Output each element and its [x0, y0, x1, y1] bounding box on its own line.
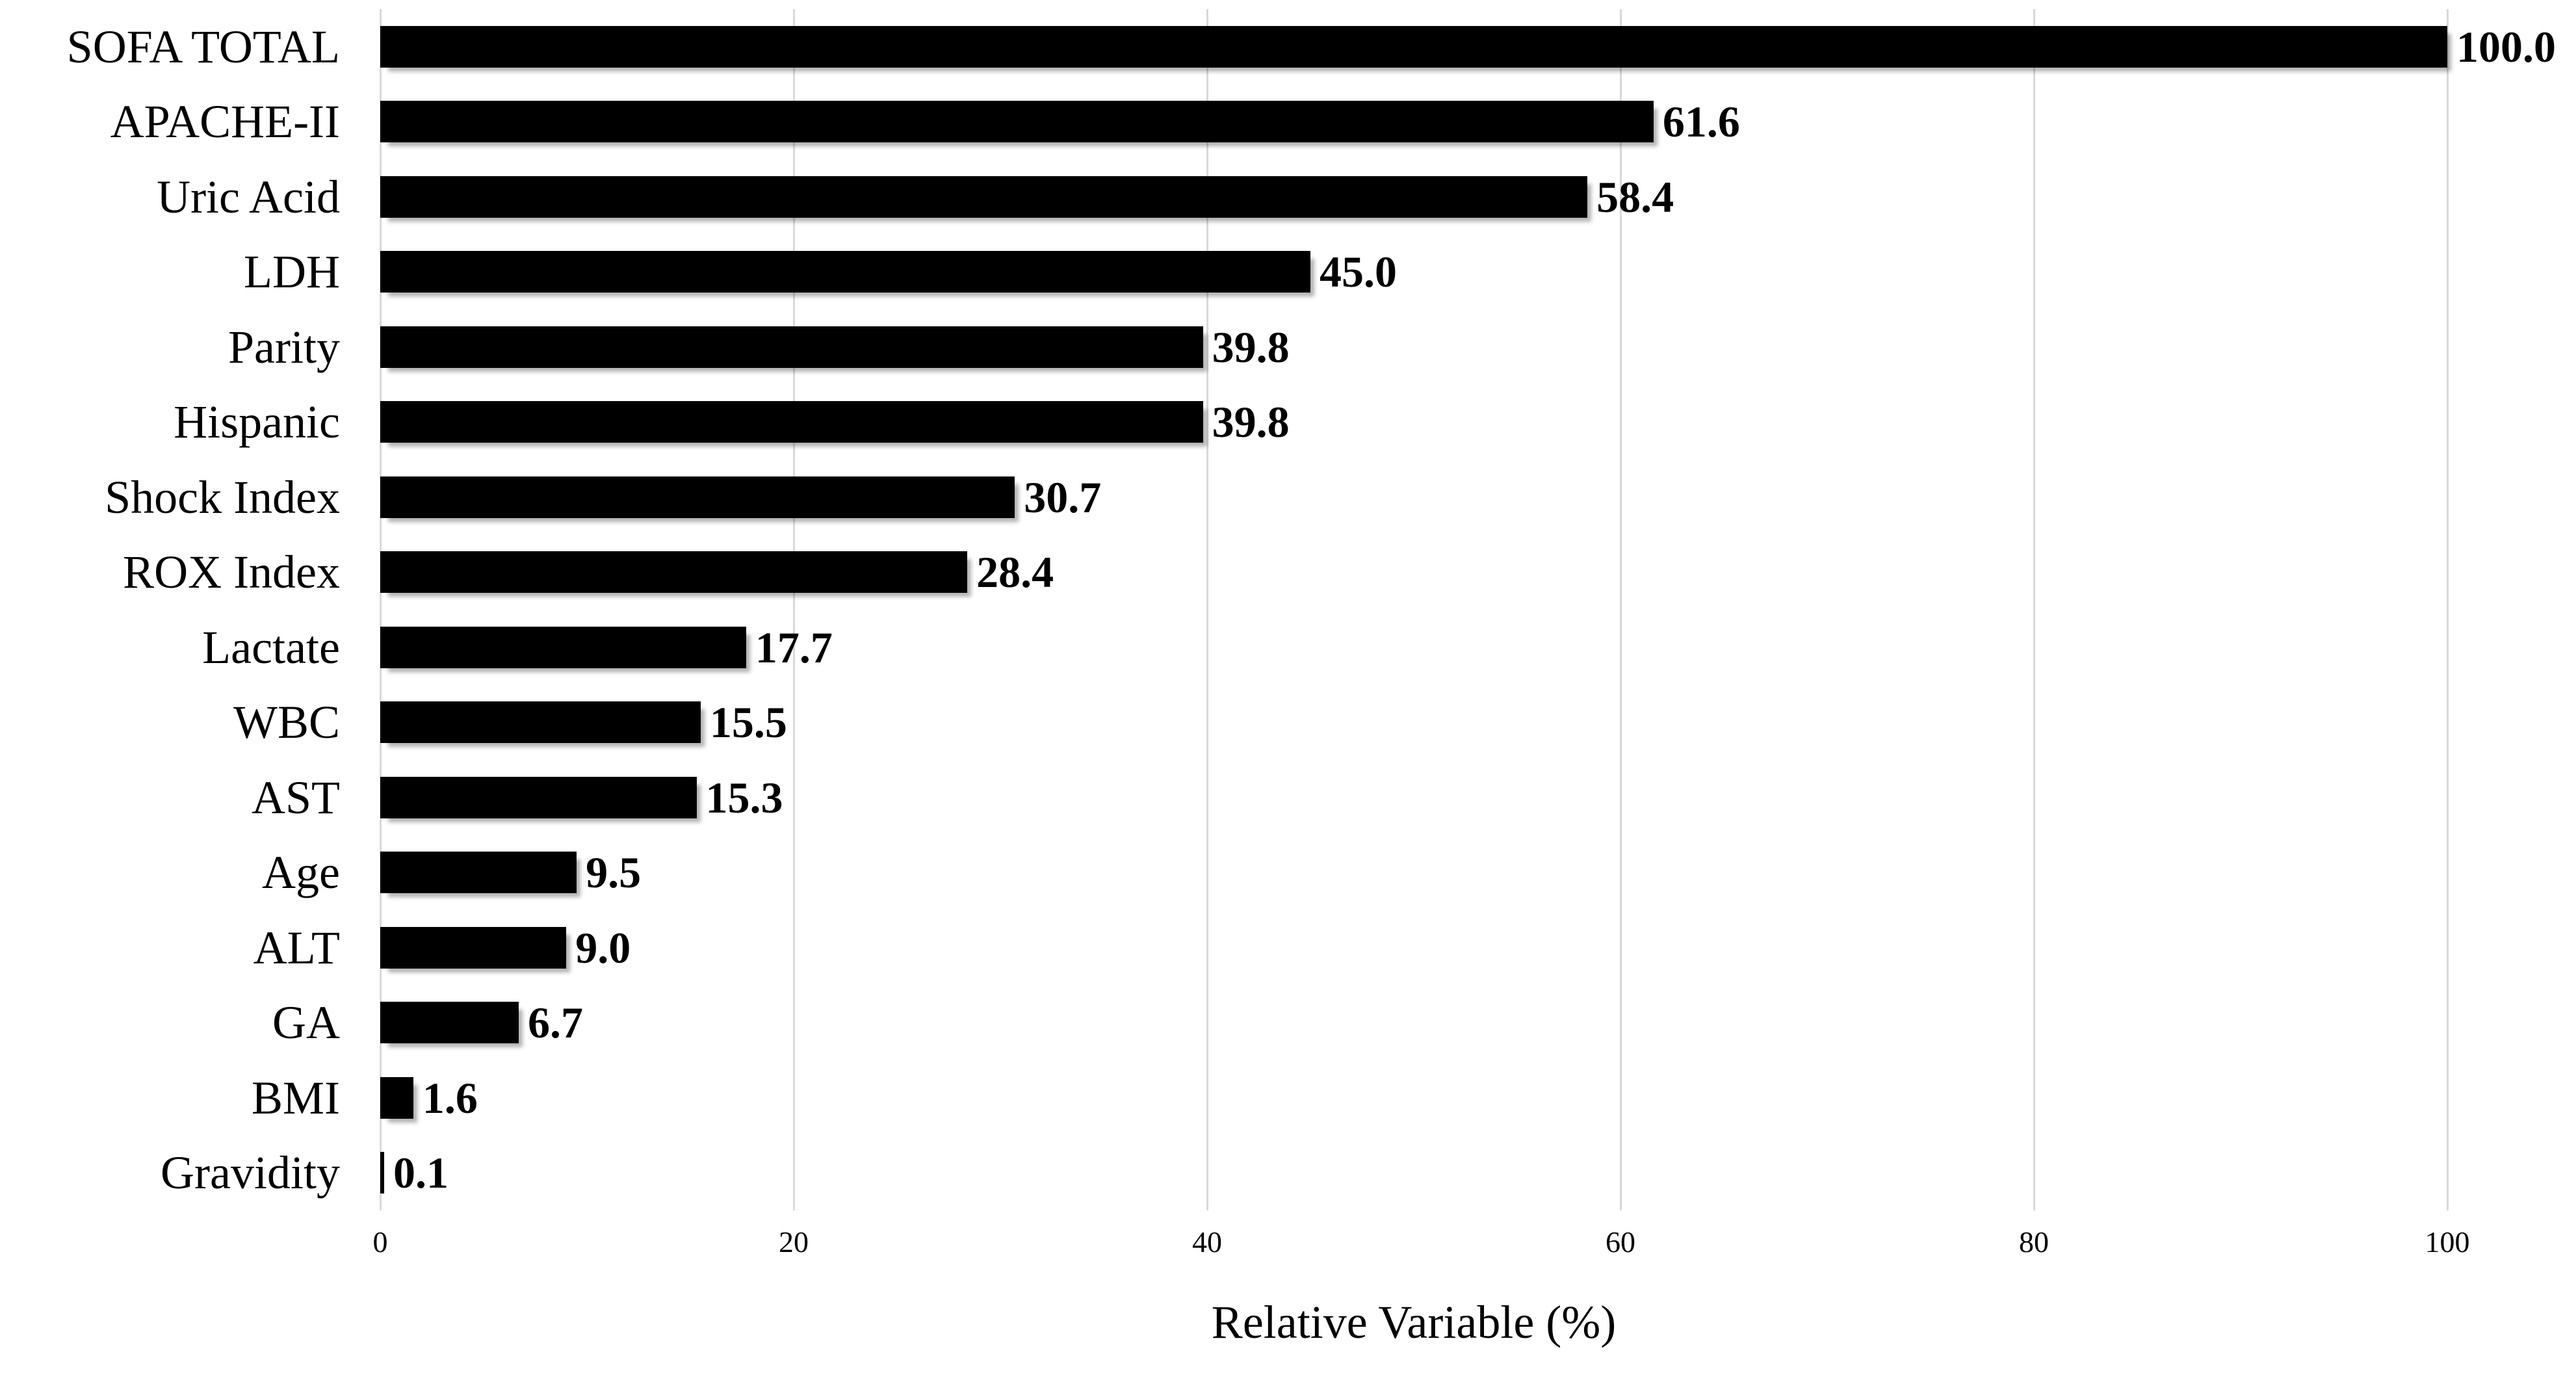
bar — [380, 101, 1654, 143]
bar — [380, 776, 697, 818]
x-tick-label: 20 — [779, 1225, 809, 1258]
bar — [380, 25, 2447, 68]
bar — [380, 701, 701, 744]
chart-row: 0.1 — [380, 1136, 2447, 1211]
value-label: 39.8 — [1212, 322, 1290, 372]
x-tick-label: 80 — [2019, 1225, 2049, 1258]
value-label: 9.0 — [575, 922, 631, 972]
x-axis-tick-labels: 0 20 40 60 80 100 — [373, 1225, 2470, 1266]
gridline — [2033, 9, 2035, 1210]
chart-row: 61.6 — [380, 85, 2447, 160]
bar — [380, 852, 577, 894]
chart-row: 58.4 — [380, 159, 2447, 235]
chart-row: 9.0 — [380, 910, 2447, 985]
value-label: 6.7 — [528, 998, 584, 1048]
category-label: Hispanic — [174, 396, 340, 449]
category-label: WBC — [233, 696, 340, 749]
x-tick-label: 0 — [372, 1225, 388, 1258]
y-axis-category-labels: SOFA TOTAL APACHE-II Uric Acid LDH Parity His… — [0, 9, 380, 1210]
category-label: Parity — [228, 320, 340, 373]
chart-row: 15.3 — [380, 760, 2447, 835]
chart-row: 9.5 — [380, 835, 2447, 911]
chart-row: 45.0 — [380, 235, 2447, 310]
category-label: AST — [251, 771, 340, 824]
gridline — [792, 9, 795, 1210]
value-label: 1.6 — [422, 1073, 478, 1123]
x-tick-label: 60 — [1606, 1225, 1635, 1258]
gridline — [2446, 9, 2449, 1210]
value-label: 9.5 — [586, 848, 642, 898]
value-label: 58.4 — [1596, 172, 1674, 222]
value-label: 30.7 — [1024, 472, 1102, 522]
value-label: 17.7 — [755, 622, 833, 672]
value-label: 100.0 — [2456, 21, 2556, 72]
category-label: ALT — [253, 921, 340, 974]
category-label: Age — [262, 846, 340, 899]
chart-row: 39.8 — [380, 309, 2447, 385]
category-label: Gravidity — [161, 1147, 340, 1199]
value-label: 15.5 — [709, 698, 787, 748]
x-tick-label: 100 — [2425, 1225, 2470, 1258]
bar — [380, 551, 968, 593]
gridline — [1206, 9, 1208, 1210]
category-label: Shock Index — [105, 471, 340, 523]
value-label: 39.8 — [1212, 397, 1290, 447]
category-label: SOFA TOTAL — [66, 20, 340, 73]
category-label: BMI — [251, 1071, 340, 1124]
category-label: Uric Acid — [157, 170, 340, 223]
category-label: LDH — [244, 246, 340, 298]
chart-row: 28.4 — [380, 535, 2447, 610]
category-label: Lactate — [202, 621, 340, 673]
bar — [380, 401, 1203, 443]
bar — [380, 926, 567, 969]
bar — [380, 251, 1310, 293]
chart-row: 6.7 — [380, 985, 2447, 1061]
chart-row: 15.5 — [380, 685, 2447, 761]
value-label: 15.3 — [705, 772, 783, 822]
plot-area: 100.0 61.6 58.4 45.0 39.8 39.8 30.7 28.4 17.7 15.… — [379, 9, 2556, 1211]
chart-row: 1.6 — [380, 1060, 2447, 1136]
x-axis-title: Relative Variable (%) — [1211, 1296, 1617, 1348]
chart-row: 30.7 — [380, 460, 2447, 535]
category-label: GA — [272, 997, 340, 1049]
bar — [380, 626, 746, 668]
chart-row: 100.0 — [380, 9, 2556, 85]
category-label: APACHE-II — [110, 96, 340, 148]
bar — [380, 326, 1203, 368]
value-label: 0.1 — [393, 1148, 449, 1198]
chart-row: 17.7 — [380, 610, 2447, 685]
category-label: ROX Index — [123, 546, 340, 599]
x-tick-label: 40 — [1192, 1225, 1222, 1258]
bar-rows: 100.0 61.6 58.4 45.0 39.8 39.8 30.7 28.4 17.7 15.… — [380, 9, 2556, 1211]
bar — [380, 1152, 385, 1194]
value-label: 45.0 — [1320, 247, 1397, 297]
bar — [380, 176, 1588, 218]
gridline — [1619, 9, 1622, 1210]
bar — [380, 1076, 413, 1119]
bar — [380, 476, 1015, 518]
bar — [380, 1002, 519, 1044]
chart-row: 39.8 — [380, 385, 2447, 460]
value-label: 28.4 — [976, 547, 1054, 597]
gridline — [379, 9, 382, 1210]
value-label: 61.6 — [1662, 97, 1740, 147]
